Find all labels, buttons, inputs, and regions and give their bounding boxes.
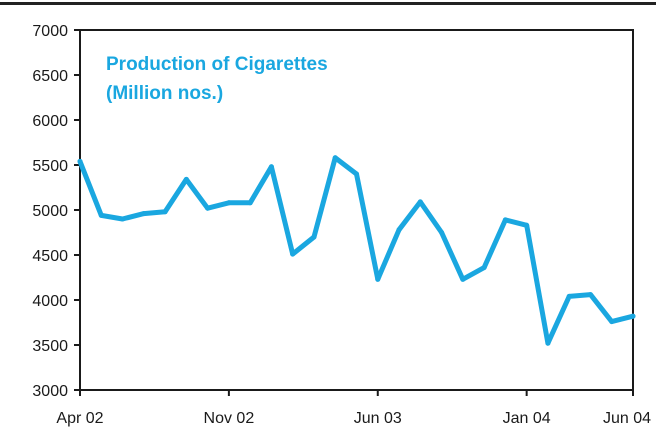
series-points xyxy=(77,155,636,346)
data-point xyxy=(375,276,381,282)
data-point xyxy=(98,212,104,218)
data-point xyxy=(141,211,147,217)
data-point xyxy=(205,205,211,211)
y-tick-label: 6000 xyxy=(32,113,68,130)
data-point xyxy=(354,171,359,177)
chart-subtitle: (Million nos.) xyxy=(106,83,223,104)
x-tick-label: Jan 04 xyxy=(503,410,551,427)
data-point xyxy=(460,276,466,282)
data-point xyxy=(226,200,232,206)
x-axis: Apr 02 Nov 02 Jun 03 Jan 04 Jun 04 xyxy=(56,390,651,427)
x-tick-label: Jun 04 xyxy=(603,410,651,427)
y-tick-label: 7000 xyxy=(32,23,68,40)
data-point xyxy=(545,340,551,346)
data-point xyxy=(247,200,253,206)
y-tick-label: 5000 xyxy=(32,203,68,220)
top-rule xyxy=(0,2,656,5)
plot-area-frame xyxy=(79,29,634,391)
x-tick-label: Jun 03 xyxy=(354,410,402,427)
data-point xyxy=(630,313,636,319)
data-point xyxy=(183,176,189,182)
data-point xyxy=(566,293,572,299)
chart-title: Production of Cigarettes xyxy=(106,54,328,75)
x-tick-label: Nov 02 xyxy=(204,410,255,427)
y-tick-label: 3000 xyxy=(32,383,68,400)
y-tick-label: 3500 xyxy=(32,338,68,355)
data-point xyxy=(481,265,487,271)
data-point xyxy=(609,319,615,325)
data-point xyxy=(439,230,445,235)
y-tick-label: 4000 xyxy=(32,293,68,310)
data-point xyxy=(524,222,530,228)
data-point xyxy=(396,227,402,233)
data-point xyxy=(332,155,338,161)
y-tick-label: 5500 xyxy=(32,158,68,175)
data-point xyxy=(77,158,83,164)
data-point xyxy=(417,199,423,205)
data-point xyxy=(290,251,296,257)
data-point xyxy=(502,217,508,223)
y-axis: 3000 3500 4000 4500 5000 5500 6000 6500 7000 xyxy=(32,23,80,400)
data-point xyxy=(162,209,168,215)
x-tick-label: Apr 02 xyxy=(56,410,103,427)
data-point xyxy=(587,292,593,298)
y-tick-label: 6500 xyxy=(32,68,68,85)
data-point xyxy=(268,164,274,170)
data-point xyxy=(311,234,317,240)
y-tick-label: 4500 xyxy=(32,248,68,265)
series-line xyxy=(77,155,636,346)
data-point xyxy=(120,216,126,222)
